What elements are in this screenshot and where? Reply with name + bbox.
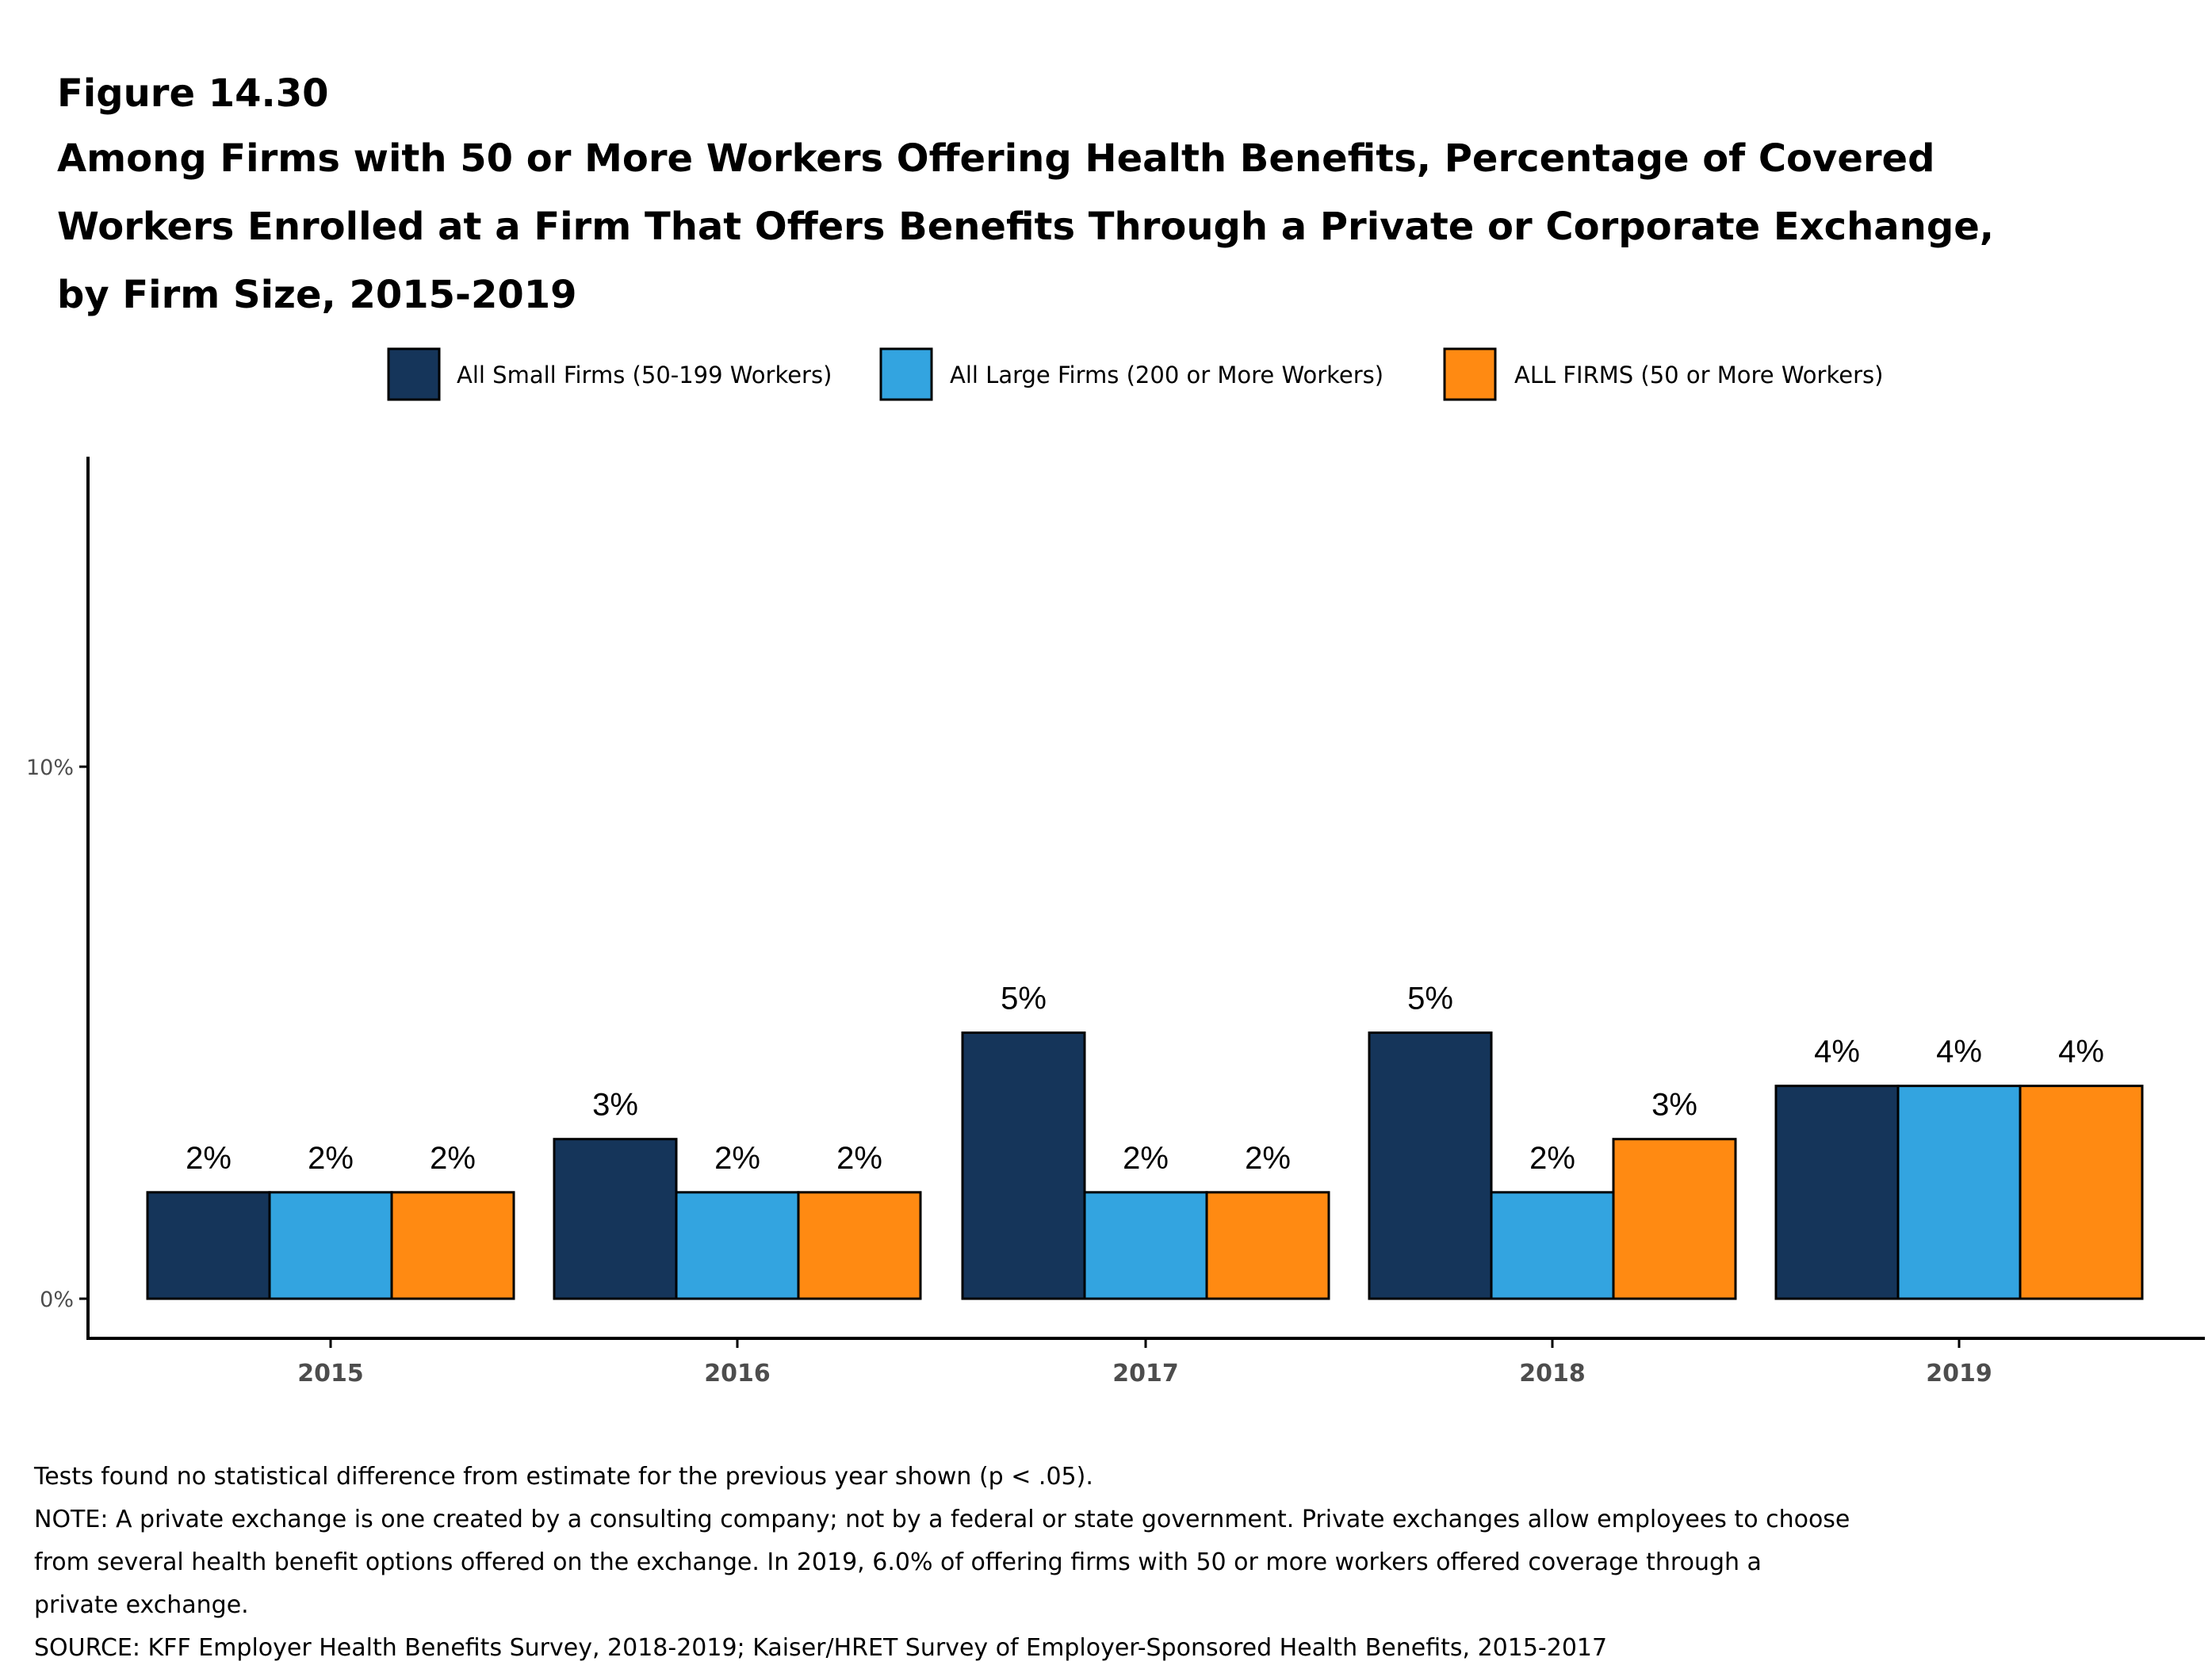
y-tick-label: 10% xyxy=(26,756,74,780)
data-label: 2% xyxy=(836,1141,882,1176)
footnote-note-1: NOTE: A private exchange is one created … xyxy=(34,1506,1850,1533)
chart-title-line-3: by Firm Size, 2015-2019 xyxy=(57,273,577,317)
footnote-note-2: from several health benefit options offe… xyxy=(34,1548,1762,1576)
bar xyxy=(961,1032,1086,1300)
x-tick-label: 2018 xyxy=(1519,1360,1586,1388)
legend-swatch-large-firms xyxy=(879,347,933,401)
chart-title-line-2: Workers Enrolled at a Firm That Offers B… xyxy=(57,205,1994,249)
legend-label-all-firms: ALL FIRMS (50 or More Workers) xyxy=(1514,362,1883,388)
data-label: 4% xyxy=(1814,1035,1860,1070)
chart-title-line-1: Among Firms with 50 or More Workers Offe… xyxy=(57,136,1935,181)
bar xyxy=(146,1191,271,1300)
y-tick-label: 0% xyxy=(40,1288,74,1312)
data-label: 2% xyxy=(1245,1141,1291,1176)
bar xyxy=(675,1191,800,1300)
data-label: 2% xyxy=(186,1141,232,1176)
bar xyxy=(553,1138,678,1300)
bar xyxy=(1368,1032,1493,1300)
bar xyxy=(268,1191,393,1300)
legend: All Small Firms (50-199 Workers) All Lar… xyxy=(387,347,1883,401)
bar xyxy=(1774,1085,1900,1300)
x-tick-label: 2017 xyxy=(1112,1360,1179,1388)
bar xyxy=(2019,1085,2144,1300)
data-label: 5% xyxy=(1407,982,1453,1016)
legend-swatch-all-firms xyxy=(1443,347,1497,401)
bar xyxy=(1205,1191,1330,1300)
bar xyxy=(1490,1191,1615,1300)
data-label: 2% xyxy=(714,1141,760,1176)
x-tick-label: 2015 xyxy=(297,1360,364,1388)
legend-swatch-small-firms xyxy=(387,347,441,401)
bar xyxy=(797,1191,922,1300)
bar xyxy=(1083,1191,1208,1300)
footnote-tests: Tests found no statistical difference fr… xyxy=(33,1463,1093,1491)
data-label: 2% xyxy=(430,1141,476,1176)
data-label: 2% xyxy=(1123,1141,1169,1176)
footnote-source: SOURCE: KFF Employer Health Benefits Sur… xyxy=(34,1634,1607,1662)
legend-label-large-firms: All Large Firms (200 or More Workers) xyxy=(950,362,1383,388)
data-label: 4% xyxy=(1936,1035,1982,1070)
data-label: 3% xyxy=(592,1088,638,1123)
data-label: 5% xyxy=(1001,982,1047,1016)
data-label: 2% xyxy=(1529,1141,1575,1176)
data-label: 3% xyxy=(1651,1088,1697,1123)
bar xyxy=(390,1191,515,1300)
x-tick-label: 2019 xyxy=(1926,1360,1992,1388)
data-label: 2% xyxy=(308,1141,354,1176)
figure-label: Figure 14.30 xyxy=(57,71,329,116)
bar xyxy=(1896,1085,2022,1300)
data-label: 4% xyxy=(2058,1035,2104,1070)
legend-label-small-firms: All Small Firms (50-199 Workers) xyxy=(457,362,832,388)
footnote-note-3: private exchange. xyxy=(34,1591,249,1619)
footnotes: Tests found no statistical difference fr… xyxy=(33,1463,1850,1662)
bar xyxy=(1612,1138,1737,1300)
x-tick-label: 2016 xyxy=(704,1360,771,1388)
plot-area: 0% 10% 2015 2% 2% 2% 2016 3% 2% 2% 2017 5% 2% 2% 2018 5… xyxy=(26,756,2144,1388)
